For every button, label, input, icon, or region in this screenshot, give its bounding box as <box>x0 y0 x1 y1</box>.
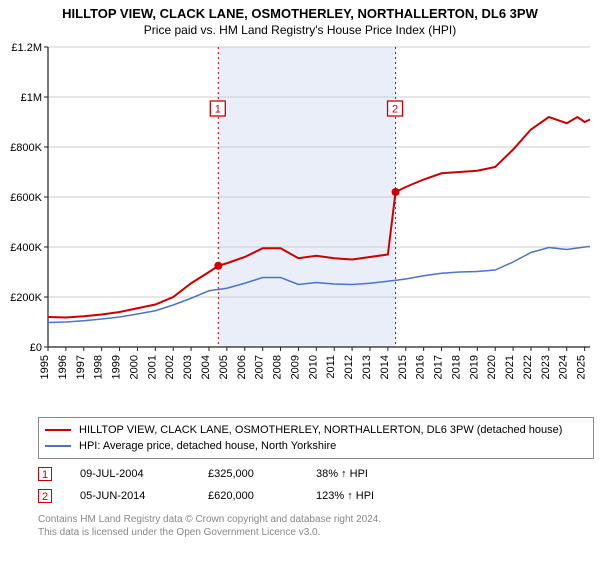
legend-label: HPI: Average price, detached house, Nort… <box>79 440 336 452</box>
svg-text:2004: 2004 <box>200 355 212 379</box>
svg-text:2016: 2016 <box>415 355 427 379</box>
legend-swatch <box>45 429 71 431</box>
svg-text:£1M: £1M <box>21 92 42 104</box>
page-title: HILLTOP VIEW, CLACK LANE, OSMOTHERLEY, N… <box>0 6 600 21</box>
page-subtitle: Price paid vs. HM Land Registry's House … <box>0 23 600 37</box>
svg-text:2019: 2019 <box>468 355 480 379</box>
sale-pct: 123% ↑ HPI <box>316 490 396 502</box>
legend-item: HPI: Average price, detached house, Nort… <box>45 438 587 454</box>
sale-marker: 2 <box>38 489 52 503</box>
svg-text:1995: 1995 <box>39 355 51 379</box>
svg-text:1997: 1997 <box>75 355 87 379</box>
sale-row: 2 05-JUN-2014 £620,000 123% ↑ HPI <box>38 489 600 503</box>
svg-text:2011: 2011 <box>325 355 337 379</box>
svg-text:2002: 2002 <box>164 355 176 379</box>
svg-text:1998: 1998 <box>93 355 105 379</box>
footer-line: This data is licensed under the Open Gov… <box>38 526 600 539</box>
svg-text:2023: 2023 <box>540 355 552 379</box>
svg-text:£0: £0 <box>30 342 42 354</box>
svg-text:2010: 2010 <box>307 355 319 379</box>
legend: HILLTOP VIEW, CLACK LANE, OSMOTHERLEY, N… <box>38 417 594 459</box>
sale-date: 05-JUN-2014 <box>80 490 180 502</box>
svg-text:2022: 2022 <box>522 355 534 379</box>
legend-item: HILLTOP VIEW, CLACK LANE, OSMOTHERLEY, N… <box>45 422 587 438</box>
sale-marker: 1 <box>38 467 52 481</box>
svg-text:2025: 2025 <box>576 355 588 379</box>
svg-text:2009: 2009 <box>289 355 301 379</box>
svg-text:2012: 2012 <box>343 355 355 379</box>
svg-text:£800K: £800K <box>10 142 42 154</box>
sale-pct: 38% ↑ HPI <box>316 468 396 480</box>
footer-attribution: Contains HM Land Registry data © Crown c… <box>38 513 600 539</box>
svg-text:£600K: £600K <box>10 192 42 204</box>
svg-text:2008: 2008 <box>272 355 284 379</box>
svg-text:2007: 2007 <box>254 355 266 379</box>
svg-text:2001: 2001 <box>146 355 158 379</box>
svg-text:2: 2 <box>392 104 398 116</box>
svg-text:2006: 2006 <box>236 355 248 379</box>
svg-text:1: 1 <box>215 104 221 116</box>
svg-text:1996: 1996 <box>57 355 69 379</box>
svg-text:2005: 2005 <box>218 355 230 379</box>
svg-text:2024: 2024 <box>558 355 570 379</box>
svg-text:2014: 2014 <box>379 355 391 379</box>
footer-line: Contains HM Land Registry data © Crown c… <box>38 513 600 526</box>
chart-container: £0 £200K £400K £600K £800K £1M £1.2M 1995 1996 19… <box>0 37 600 417</box>
sales-table: 1 09-JUL-2004 £325,000 38% ↑ HPI 2 05-JUN-201… <box>0 467 600 503</box>
sale-price: £620,000 <box>208 490 288 502</box>
sale-date: 09-JUL-2004 <box>80 468 180 480</box>
svg-text:£200K: £200K <box>10 292 42 304</box>
svg-text:2020: 2020 <box>486 355 498 379</box>
svg-text:2017: 2017 <box>433 355 445 379</box>
svg-text:2015: 2015 <box>397 355 409 379</box>
svg-text:1999: 1999 <box>111 355 123 379</box>
svg-text:2013: 2013 <box>361 355 373 379</box>
svg-text:£400K: £400K <box>10 242 42 254</box>
svg-text:2018: 2018 <box>450 355 462 379</box>
legend-swatch <box>45 445 71 447</box>
svg-text:2021: 2021 <box>504 355 516 379</box>
svg-text:£1.2M: £1.2M <box>11 42 42 54</box>
price-chart: £0 £200K £400K £600K £800K £1M £1.2M 1995 1996 19… <box>0 37 600 417</box>
svg-text:2003: 2003 <box>182 355 194 379</box>
svg-text:2000: 2000 <box>128 355 140 379</box>
sale-row: 1 09-JUL-2004 £325,000 38% ↑ HPI <box>38 467 600 481</box>
sale-price: £325,000 <box>208 468 288 480</box>
legend-label: HILLTOP VIEW, CLACK LANE, OSMOTHERLEY, N… <box>79 424 562 436</box>
